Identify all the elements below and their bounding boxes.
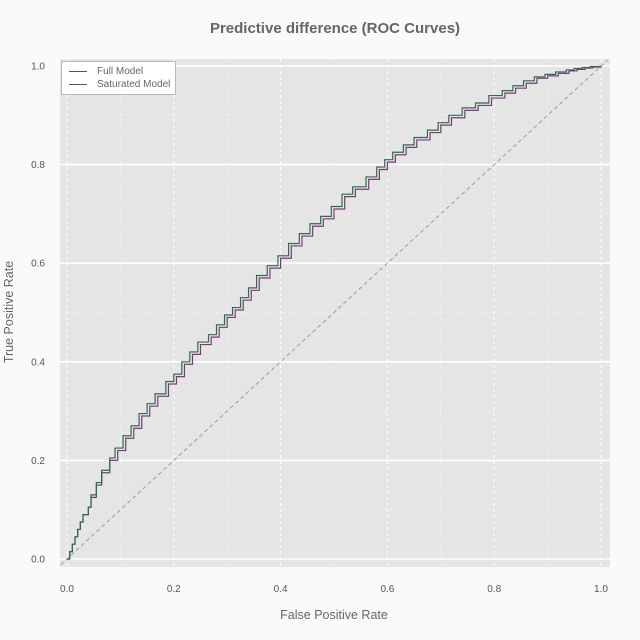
chart-title: Predictive difference (ROC Curves) <box>209 20 461 37</box>
legend-label-saturated-model: Saturated Model <box>97 79 171 90</box>
legend-swatch-saturated-model <box>69 84 87 85</box>
y-tick-label: 0.8 <box>31 160 45 171</box>
x-tick-label: 0.6 <box>380 584 394 595</box>
legend-label-full-model: Full Model <box>97 66 144 77</box>
x-tick-label: 0.8 <box>487 584 501 595</box>
x-tick-label: 1.0 <box>594 584 608 595</box>
y-tick-label: 0.4 <box>31 357 45 368</box>
x-tick-label: 0.0 <box>60 584 74 595</box>
legend-swatch-full-model <box>69 71 87 72</box>
diagonal-reference-line <box>60 59 608 566</box>
legend: Full Model Saturated Model <box>61 61 177 95</box>
plot-panel <box>60 59 610 567</box>
y-tick-label: 1.0 <box>31 62 45 73</box>
series-line-saturated-model <box>67 65 602 560</box>
y-tick-label: 0.6 <box>31 259 45 270</box>
y-tick-label: 0.0 <box>31 555 45 566</box>
legend-item-full-model: Full Model <box>67 65 170 78</box>
y-axis-label: True Positive Rate <box>2 260 16 364</box>
x-tick-label: 0.4 <box>274 584 288 595</box>
y-tick-label: 0.2 <box>31 456 45 467</box>
x-axis-label: False Positive Rate <box>280 608 388 622</box>
series-line-full-model <box>67 66 602 560</box>
x-tick-label: 0.2 <box>167 584 181 595</box>
legend-item-saturated-model: Saturated Model <box>67 78 170 91</box>
